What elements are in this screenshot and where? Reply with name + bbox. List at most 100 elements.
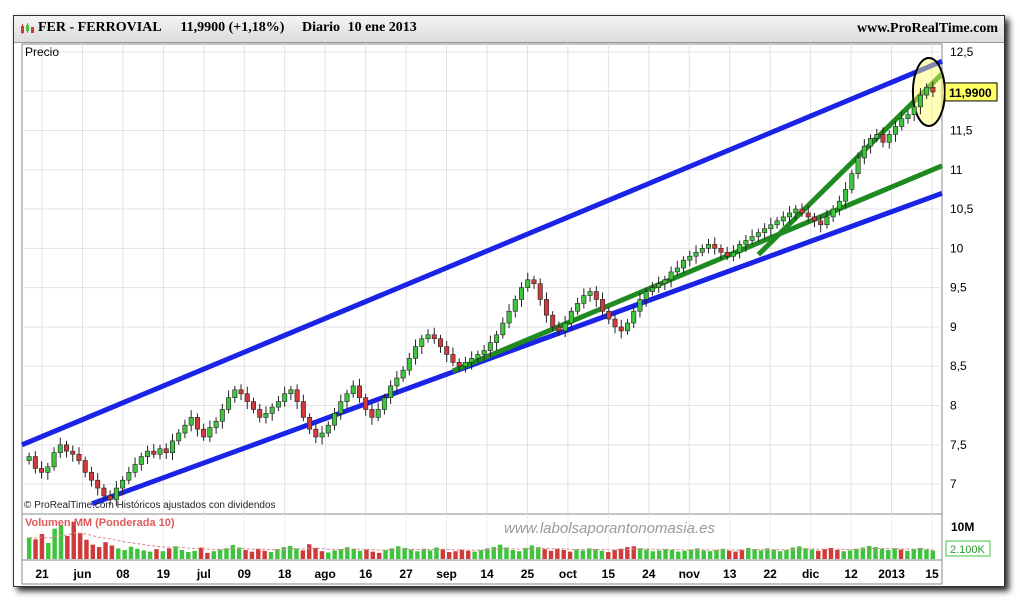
candle-body (805, 212, 811, 218)
candle-body (880, 134, 886, 143)
candle-body (724, 251, 730, 257)
volume-bar (128, 546, 134, 559)
volume-bar (822, 549, 827, 559)
price-tick-label: 10,5 (950, 202, 974, 216)
volume-bar (676, 551, 681, 559)
volume-bar (777, 551, 783, 559)
ticker-label: FER - FERROVIAL (38, 20, 161, 35)
candle-body (550, 314, 556, 328)
volume-bar (574, 549, 579, 559)
volume-bar (586, 548, 592, 559)
candle-body (207, 427, 213, 438)
candle-body (718, 248, 724, 253)
period-label: Diario (301, 20, 341, 35)
volume-bar (561, 549, 566, 559)
volume-bar (682, 550, 687, 559)
volume-bar (198, 547, 204, 559)
volume-bar (281, 547, 286, 559)
price-tick-label: 9,5 (950, 281, 967, 295)
candle-body (506, 310, 512, 324)
chart-header: FER - FERROVIAL 11,9900 (+1,18%) Diario … (14, 16, 1004, 43)
candle-body (706, 244, 711, 249)
candle-body (182, 424, 188, 434)
last-price-box (944, 82, 998, 102)
candle-body (562, 322, 568, 332)
volume-bar (205, 552, 210, 559)
candle-body (618, 326, 624, 332)
volume-bar (752, 549, 757, 559)
candle-body (45, 466, 51, 473)
volume-bar (707, 551, 713, 559)
volume-bar (415, 551, 420, 559)
volume-bar (440, 549, 446, 559)
candle-body (151, 450, 157, 455)
volume-bar (46, 543, 51, 559)
candle-body (88, 472, 94, 481)
volume-bar (523, 547, 528, 559)
candle-body (743, 240, 749, 245)
volume-bar (84, 539, 89, 559)
candlestick-icon (21, 23, 34, 34)
volume-bar (892, 548, 897, 559)
volume-bar (345, 547, 350, 559)
volume-bar (593, 549, 598, 559)
candle-body (82, 460, 88, 473)
volume-bar (854, 548, 859, 559)
candle-body (780, 216, 786, 222)
candle-body (39, 468, 45, 473)
candle-body (313, 428, 319, 438)
candle-body (120, 479, 126, 489)
price-tick-label: 10 (950, 241, 964, 255)
candle-body (388, 385, 394, 398)
volume-bar (739, 549, 745, 559)
volume-last-box (945, 540, 991, 557)
time-tick-label: 19 (157, 567, 171, 581)
candle-body (176, 432, 182, 442)
volume-bar (580, 550, 586, 559)
candle-body (643, 291, 649, 300)
candle-body (338, 401, 344, 414)
candle-body (194, 417, 200, 430)
candle-body (699, 248, 705, 253)
volume-bar (873, 547, 878, 559)
candle-body (668, 271, 674, 281)
volume-bar (612, 549, 617, 559)
candle-body (755, 232, 761, 237)
volume-bar (52, 528, 57, 559)
chart-area: 12,5 12 11,5 11 10,5 10 9,5 9 8,5 8 7,5 7 11,9900 Pr… (21, 43, 998, 585)
candle-body (213, 420, 219, 428)
candle-body (188, 417, 194, 426)
time-tick-label: 09 (238, 567, 252, 581)
site-link[interactable]: www.ProRealTime.com (856, 21, 998, 36)
candle-body (593, 291, 599, 300)
time-tick-label: 18 (278, 567, 292, 581)
candle-body (319, 432, 325, 438)
candle-body (138, 456, 144, 465)
candle-body (288, 389, 294, 395)
trendlines (21, 56, 946, 507)
volume-bar (478, 549, 484, 559)
volume-bar (516, 551, 522, 559)
time-tick-label: nov (679, 567, 701, 581)
volume-bar (796, 546, 802, 559)
volume-bar (154, 549, 159, 559)
time-tick-label: 24 (642, 567, 656, 581)
volume-bar (109, 545, 115, 559)
chart-window: FER - FERROVIAL 11,9900 (+1,18%) Diario … (13, 15, 1005, 587)
candle-body (600, 299, 606, 312)
candle-body (263, 413, 269, 418)
volume-bar (326, 552, 331, 559)
volume-bar (211, 551, 216, 559)
candle-body (469, 358, 475, 363)
volume-bar (243, 549, 248, 559)
volume-bar (122, 549, 127, 559)
volume-bar (389, 548, 395, 559)
candle-body (649, 287, 655, 292)
chart-title: FER - FERROVIAL 11,9900 (+1,18%) Diario … (38, 20, 417, 36)
time-tick-label: dic (802, 567, 820, 581)
volume-bar (287, 545, 293, 559)
price-tick-label: 11 (950, 163, 963, 177)
time-tick-label: 08 (116, 567, 130, 581)
volume-bar (510, 549, 516, 559)
candle-body (818, 220, 824, 226)
